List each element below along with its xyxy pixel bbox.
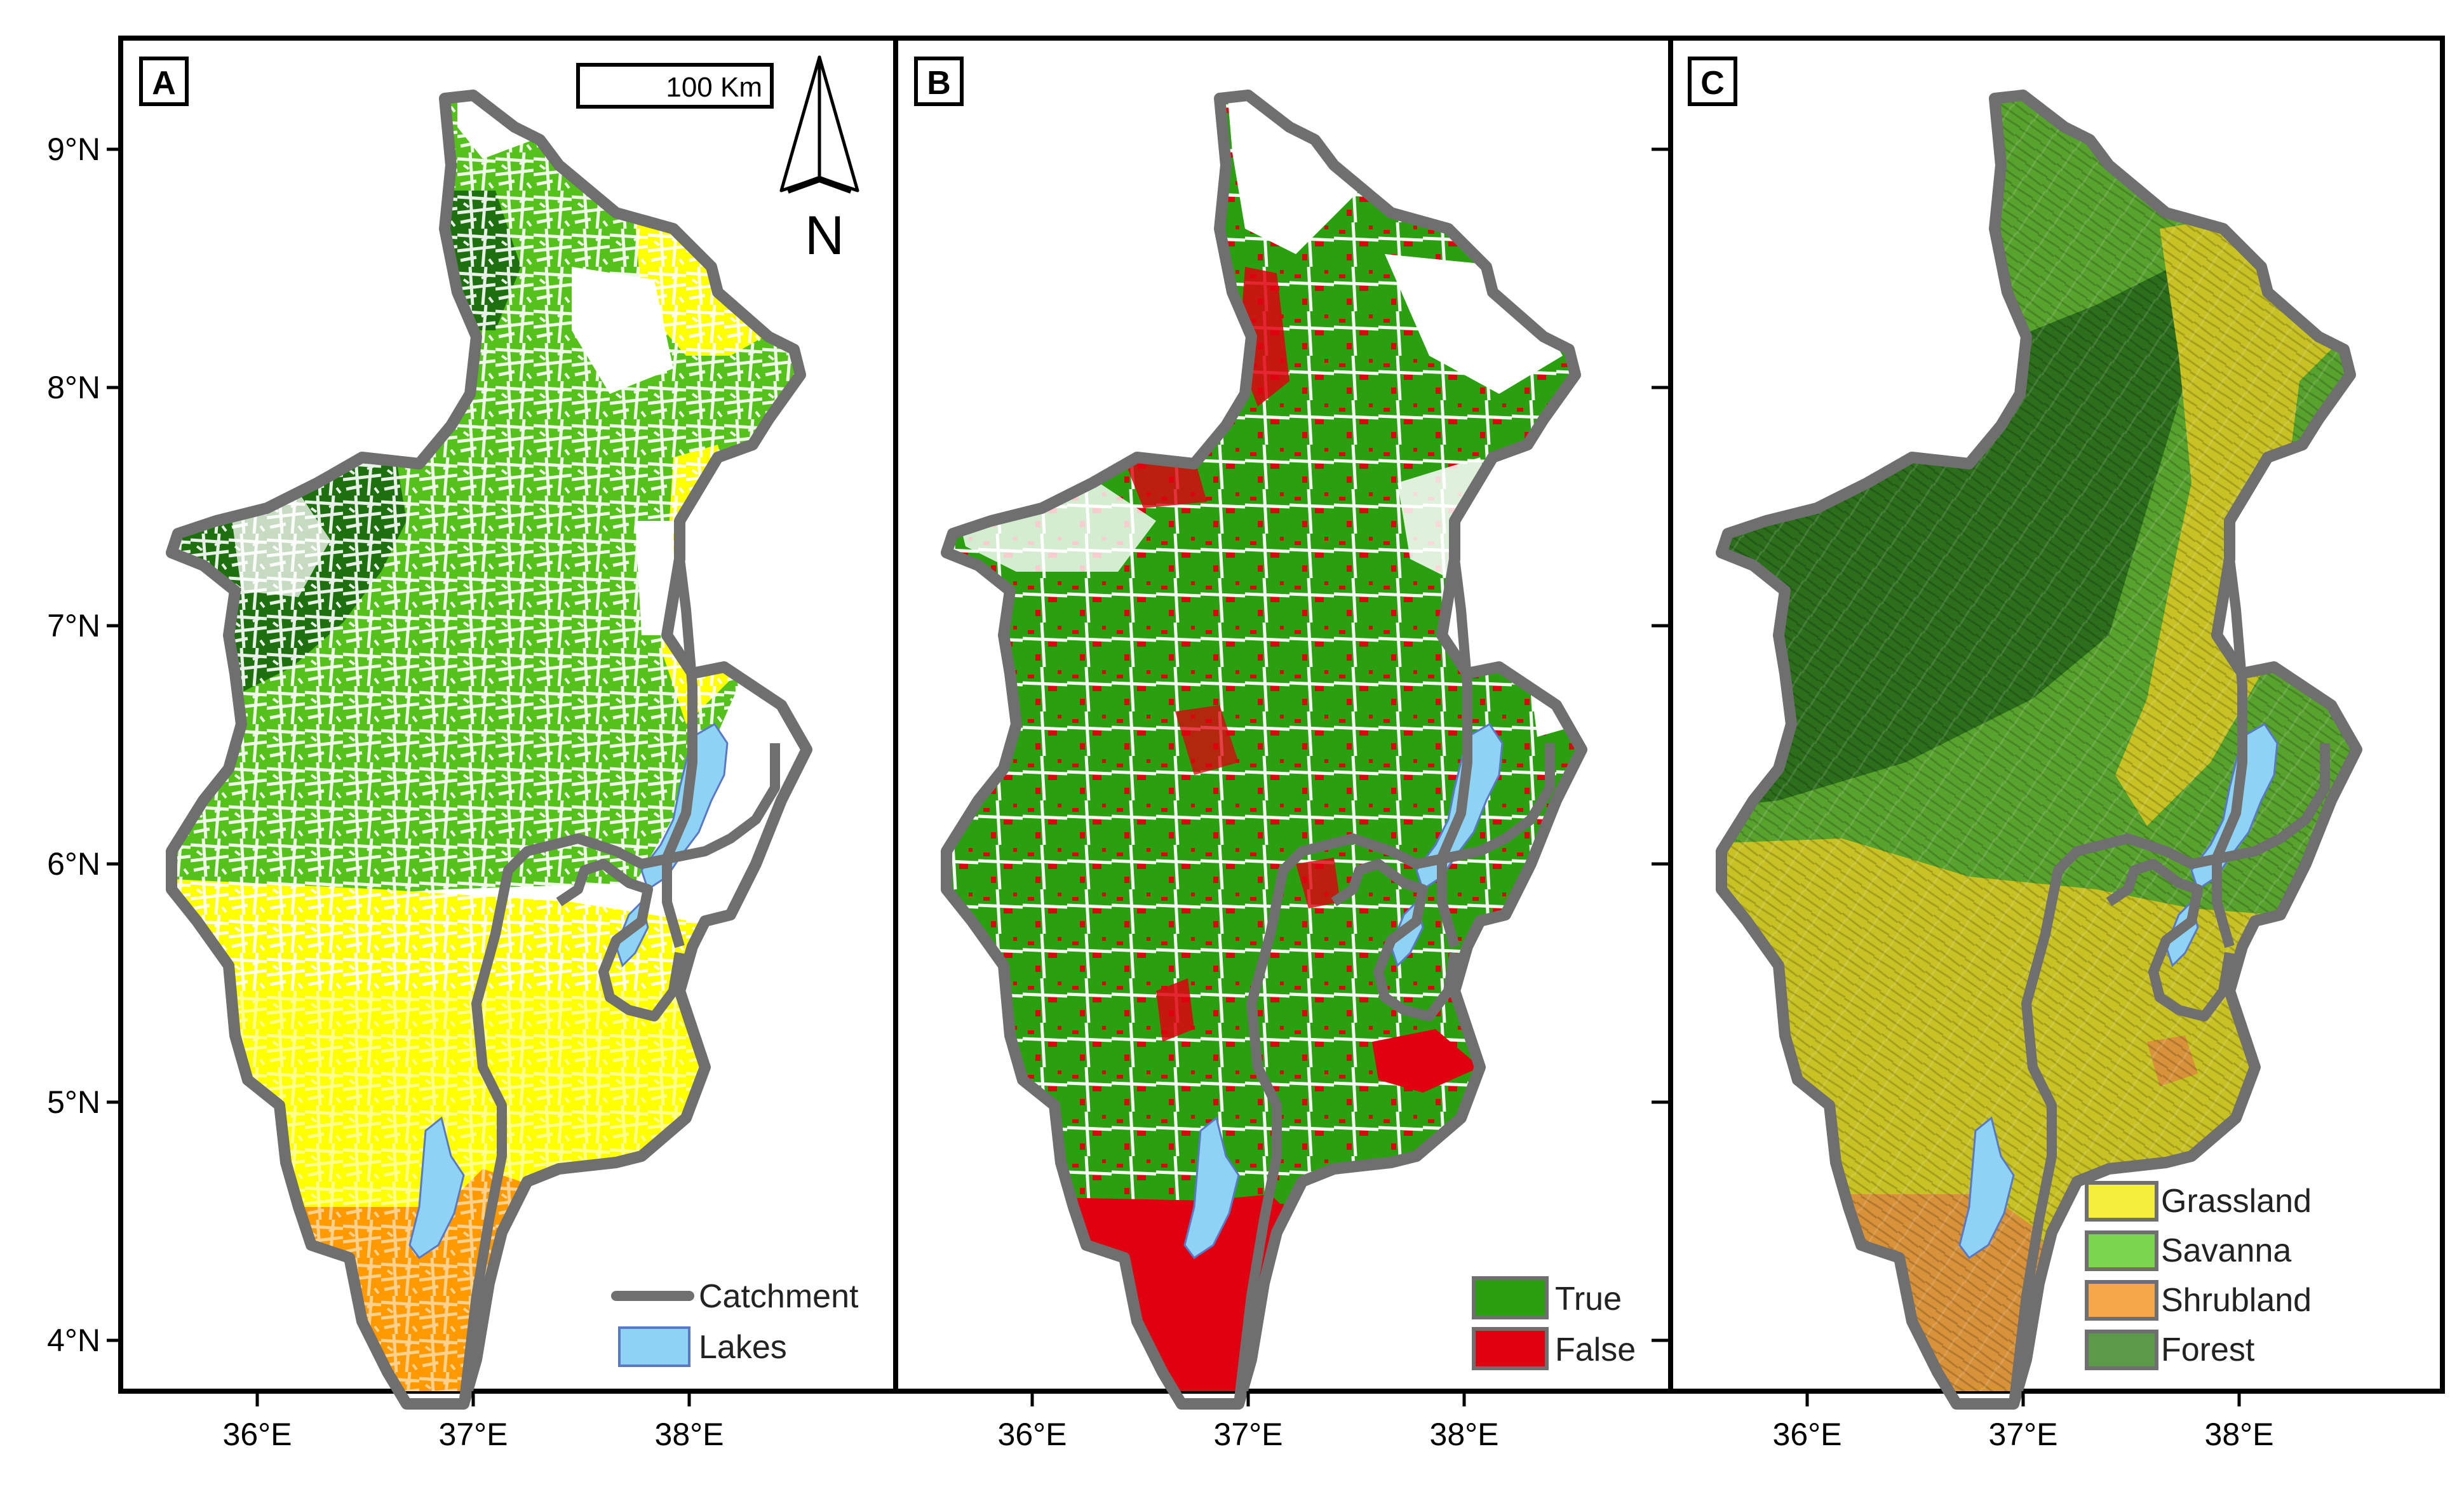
panel-b-letter: B bbox=[927, 65, 951, 102]
legend-a: Catchment Lakes bbox=[611, 1278, 859, 1367]
legend-lakes-label: Lakes bbox=[699, 1329, 787, 1366]
lat-label-5n: 5°N bbox=[47, 1084, 100, 1120]
panel-a-letter-box: A bbox=[139, 57, 189, 106]
lon-label-a-37e: 37°E bbox=[439, 1417, 508, 1452]
panel-b-letter-box: B bbox=[914, 57, 964, 106]
lat-label-6n: 6°N bbox=[47, 846, 100, 882]
north-arrow: N bbox=[779, 55, 859, 266]
scale-bar: 100 Km bbox=[576, 63, 774, 109]
legend-forest-label: Forest bbox=[2161, 1331, 2255, 1368]
lat-label-9n: 9°N bbox=[47, 131, 100, 167]
legend-shrubland-label: Shrubland bbox=[2161, 1282, 2312, 1319]
lon-label-b-36e: 36°E bbox=[998, 1417, 1067, 1452]
legend-lakes-swatch bbox=[618, 1326, 690, 1367]
lon-label-b-38e: 38°E bbox=[1430, 1417, 1499, 1452]
legend-catchment-label: Catchment bbox=[699, 1278, 859, 1315]
lat-label-7n: 7°N bbox=[47, 608, 100, 644]
legend-grassland-label: Grassland bbox=[2161, 1183, 2312, 1220]
lat-label-8n: 8°N bbox=[47, 370, 100, 405]
longitude-axis: 36°E 37°E 38°E 36°E 37°E 38°E 36°E 37°E … bbox=[223, 1391, 2274, 1452]
lat-label-4n: 4°N bbox=[47, 1323, 100, 1358]
lon-label-c-36e: 36°E bbox=[1773, 1417, 1842, 1452]
lon-label-b-37e: 37°E bbox=[1214, 1417, 1283, 1452]
legend-false-swatch bbox=[1472, 1327, 1549, 1370]
latitude-axis: 9°N 8°N 7°N 6°N 5°N 4°N bbox=[47, 131, 121, 1358]
legend-true-label: True bbox=[1555, 1281, 1622, 1317]
inner-ticks bbox=[1652, 147, 1671, 1342]
lon-label-a-38e: 38°E bbox=[655, 1417, 724, 1452]
lon-label-c-37e: 37°E bbox=[1989, 1417, 2058, 1452]
legend-shrubland-swatch bbox=[2085, 1280, 2158, 1321]
legend-grassland-swatch bbox=[2085, 1181, 2158, 1222]
legend-savanna-label: Savanna bbox=[2161, 1232, 2291, 1269]
lon-label-c-38e: 38°E bbox=[2205, 1417, 2274, 1452]
legend-false-label: False bbox=[1555, 1331, 1636, 1368]
north-arrow-label: N bbox=[805, 205, 844, 266]
lon-label-a-36e: 36°E bbox=[223, 1417, 292, 1452]
legend-forest-swatch bbox=[2085, 1330, 2158, 1370]
legend-b: True False bbox=[1472, 1276, 1636, 1370]
legend-true-swatch bbox=[1472, 1276, 1549, 1319]
panel-c-letter-box: C bbox=[1688, 57, 1737, 106]
legend-savanna-swatch bbox=[2085, 1230, 2158, 1271]
legend-c: Grassland Savanna Shrubland Forest bbox=[2085, 1181, 2312, 1370]
panel-c-letter: C bbox=[1700, 65, 1725, 102]
panel-a-letter: A bbox=[152, 65, 176, 102]
scale-bar-label: 100 Km bbox=[666, 72, 762, 103]
